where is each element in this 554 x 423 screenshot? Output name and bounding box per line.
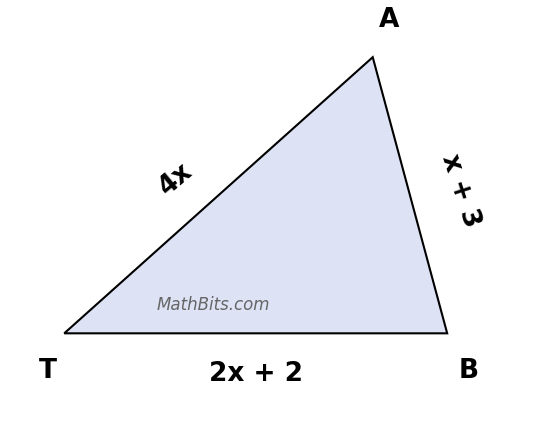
Text: B: B <box>458 358 479 384</box>
Text: MathBits.com: MathBits.com <box>156 296 270 314</box>
Text: 2x + 2: 2x + 2 <box>209 361 302 387</box>
Text: x + 3: x + 3 <box>437 151 485 231</box>
Polygon shape <box>64 57 447 333</box>
Text: A: A <box>378 7 399 33</box>
Text: T: T <box>39 358 57 384</box>
Text: 4x: 4x <box>154 158 198 201</box>
